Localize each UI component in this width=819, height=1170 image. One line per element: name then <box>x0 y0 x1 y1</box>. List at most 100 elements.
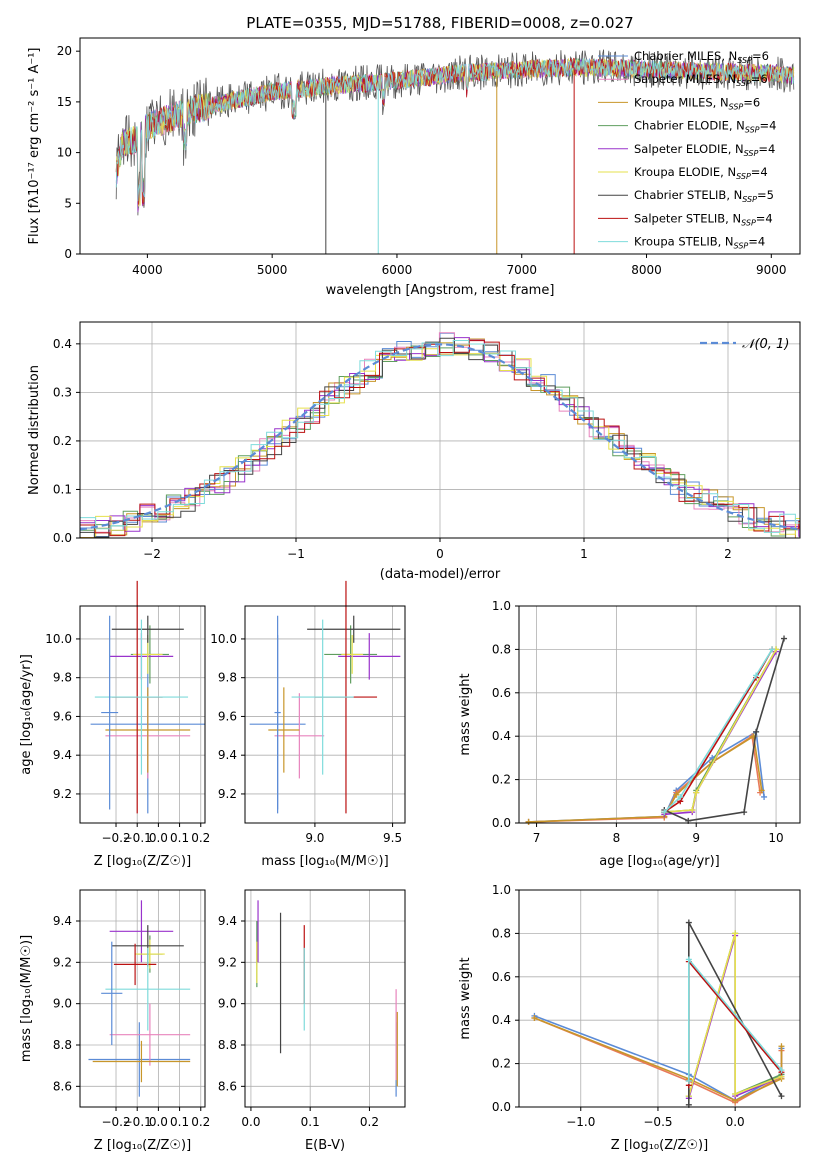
residual-xtick-label: 0 <box>436 547 444 561</box>
ytick-label: 0.8 <box>492 642 511 656</box>
spectrum-series-line <box>115 58 795 202</box>
xtick-label: −0.5 <box>643 1115 672 1129</box>
residual-xlabel: (data-model)/error <box>380 567 501 582</box>
spectrum-legend-label: Kroupa ELODIE, NSSP=4 <box>634 165 768 181</box>
weight-point <box>778 1043 785 1050</box>
ytick-label: 9.4 <box>218 748 237 762</box>
ytick-label: 9.2 <box>53 955 72 969</box>
spectrum-legend-label: Kroupa STELIB, NSSP=4 <box>634 235 765 251</box>
residual-ytick-label: 0.2 <box>53 434 72 448</box>
panel-z-mass: −0.2−0.10.0 0.1 0.2 8.6 8.8 9.0 9.2 9.4 Z [log₁₀… <box>19 889 210 1153</box>
weight-point <box>753 672 760 679</box>
xtick-label: 0.2 <box>360 1115 379 1129</box>
weight-point <box>685 919 692 926</box>
gaussian-curve <box>79 343 798 531</box>
figure-title: PLATE=0355, MJD=51788, FIBERID=0008, z=0… <box>246 14 633 32</box>
axes-frame <box>244 605 406 824</box>
ytick-label: 1.0 <box>492 883 511 897</box>
weight-point <box>525 818 532 825</box>
weight-point <box>753 728 760 735</box>
xtick-label: −0.1 <box>123 1115 152 1129</box>
spectrum-legend-label: Chabrier ELODIE, NSSP=4 <box>634 119 776 135</box>
ytick-label: 10.0 <box>210 632 237 646</box>
xtick-label: 8 <box>613 831 621 845</box>
xtick-label: 9.0 <box>305 831 324 845</box>
ylabel: mass weight <box>458 673 473 755</box>
xtick-label: −0.2 <box>101 831 130 845</box>
spectrum-axes-frame <box>79 37 801 255</box>
xlabel: Z [log₁₀(Z/Z☉)] <box>94 1138 191 1153</box>
ytick-label: 9.0 <box>53 997 72 1011</box>
spectrum-xtick-label: 7000 <box>506 263 537 277</box>
spectrum-legend-label: Salpeter ELODIE, NSSP=4 <box>634 142 775 158</box>
weight-series-line <box>664 649 777 813</box>
spectrum-legend-label: Kroupa MILES, NSSP=6 <box>634 95 760 111</box>
weight-point <box>677 793 684 800</box>
weight-series-line <box>528 734 761 823</box>
xtick-label: −1.0 <box>566 1115 595 1129</box>
xtick-label: 0.1 <box>170 1115 189 1129</box>
spectrum-legend-label: Chabrier STELIB, NSSP=5 <box>634 188 774 204</box>
weight-point <box>778 1067 785 1074</box>
ytick-label: 0.6 <box>492 686 511 700</box>
weight-point <box>693 789 700 796</box>
weight-point <box>685 1077 692 1084</box>
ytick-label: 9.6 <box>218 709 237 723</box>
xtick-label: −0.1 <box>123 831 152 845</box>
ytick-label: 0.4 <box>492 1013 511 1027</box>
ytick-label: 0.2 <box>492 773 511 787</box>
residual-ytick-label: 0.3 <box>53 385 72 399</box>
weight-point <box>661 809 668 816</box>
ytick-label: 9.4 <box>53 914 72 928</box>
residual-histogram-series <box>80 340 800 537</box>
xtick-label: 0.2 <box>191 831 210 845</box>
spectrum-lines <box>115 49 795 254</box>
weight-point <box>685 956 692 963</box>
xlabel: age [log₁₀(age/yr)] <box>599 854 720 869</box>
spectrum-legend-label: Chabrier MILES, NSSP=6 <box>634 49 769 65</box>
ytick-label: 0.0 <box>492 1100 511 1114</box>
ytick-label: 9.6 <box>53 709 72 723</box>
ytick-label: 0.6 <box>492 970 511 984</box>
residual-histogram-series <box>80 337 800 539</box>
xtick-label: 0.0 <box>241 1115 260 1129</box>
residual-ytick-label: 0.4 <box>53 337 72 351</box>
ytick-label: 9.8 <box>53 671 72 685</box>
spectrum-ytick-label: 0 <box>64 247 72 261</box>
xtick-label: 7 <box>533 831 541 845</box>
ytick-label: 8.8 <box>218 1038 237 1052</box>
xtick-label: 9.5 <box>383 831 402 845</box>
axes-frame <box>79 889 206 1108</box>
spectrum-xtick-label: 9000 <box>756 263 787 277</box>
gaussian-legend-label: 𝒩(0, 1) <box>742 337 789 352</box>
spectrum-legend-label: Salpeter MILES, NSSP=6 <box>634 72 768 88</box>
spectrum-ylabel: Flux [fλ10⁻¹⁷ erg cm⁻² s⁻¹ A⁻¹] <box>27 48 42 245</box>
weight-series-line <box>663 648 773 813</box>
panel-age-weight: 7 8 9 10 0.0 0.2 0.4 0.6 0.8 1.0 age [log₁₀(age/yr… <box>458 599 801 869</box>
xtick-label: 0.1 <box>301 1115 320 1129</box>
ytick-label: 9.8 <box>218 671 237 685</box>
residual-xtick-label: −2 <box>143 547 161 561</box>
residual-ytick-label: 0.0 <box>53 531 72 545</box>
ytick-label: 9.4 <box>53 748 72 762</box>
xlabel: Z [log₁₀(Z/Z☉)] <box>611 1138 708 1153</box>
ytick-label: 9.2 <box>218 787 237 801</box>
residual-histogram-series <box>80 340 800 533</box>
residual-legend: 𝒩(0, 1) <box>700 337 789 352</box>
ytick-label: 8.8 <box>53 1038 72 1052</box>
weight-point <box>781 635 788 642</box>
xtick-label: −0.2 <box>101 1115 130 1129</box>
weight-point <box>761 793 768 800</box>
xtick-label: 9 <box>692 831 700 845</box>
spectrum-xtick-label: 4000 <box>132 263 163 277</box>
ytick-label: 0.4 <box>492 729 511 743</box>
residual-ytick-label: 0.1 <box>53 482 72 496</box>
weight-point <box>769 646 776 653</box>
spectrum-ytick-label: 15 <box>57 95 72 109</box>
ylabel: mass [log₁₀(M/M☉)] <box>19 935 34 1062</box>
axes-frame <box>244 889 406 1108</box>
spectrum-ytick-label: 20 <box>57 44 72 58</box>
residual-histograms <box>80 332 800 539</box>
residual-xtick-label: 1 <box>580 547 588 561</box>
